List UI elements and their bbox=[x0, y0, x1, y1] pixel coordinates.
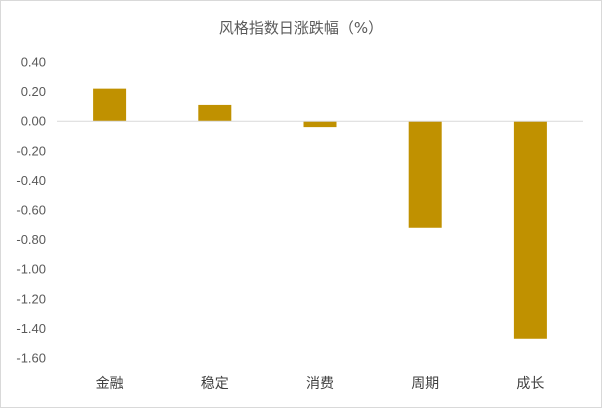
bar[interactable] bbox=[93, 88, 127, 122]
y-tick-label: -1.20 bbox=[16, 291, 46, 306]
category-label: 成长 bbox=[516, 376, 544, 392]
y-tick-label: 0.00 bbox=[21, 114, 46, 129]
y-tick-label: -1.60 bbox=[16, 351, 46, 366]
y-tick-label: 0.40 bbox=[21, 55, 46, 70]
bar[interactable] bbox=[408, 121, 442, 228]
y-tick-label: 0.20 bbox=[21, 84, 46, 99]
y-tick-label: -1.00 bbox=[16, 262, 46, 277]
category-label: 金融 bbox=[96, 376, 124, 392]
y-tick-label: -0.40 bbox=[16, 173, 46, 188]
y-tick-label: -1.40 bbox=[16, 321, 46, 336]
y-tick-label: -0.80 bbox=[16, 232, 46, 247]
bar[interactable] bbox=[198, 104, 232, 122]
y-tick-label: -0.60 bbox=[16, 203, 46, 218]
category-label: 消费 bbox=[306, 376, 334, 392]
bar[interactable] bbox=[513, 121, 547, 339]
chart-title: 风格指数日涨跌幅（%） bbox=[218, 19, 384, 37]
category-label: 稳定 bbox=[201, 376, 229, 392]
bar[interactable] bbox=[303, 121, 337, 128]
y-tick-label: -0.20 bbox=[16, 143, 46, 158]
category-label: 周期 bbox=[411, 376, 439, 392]
